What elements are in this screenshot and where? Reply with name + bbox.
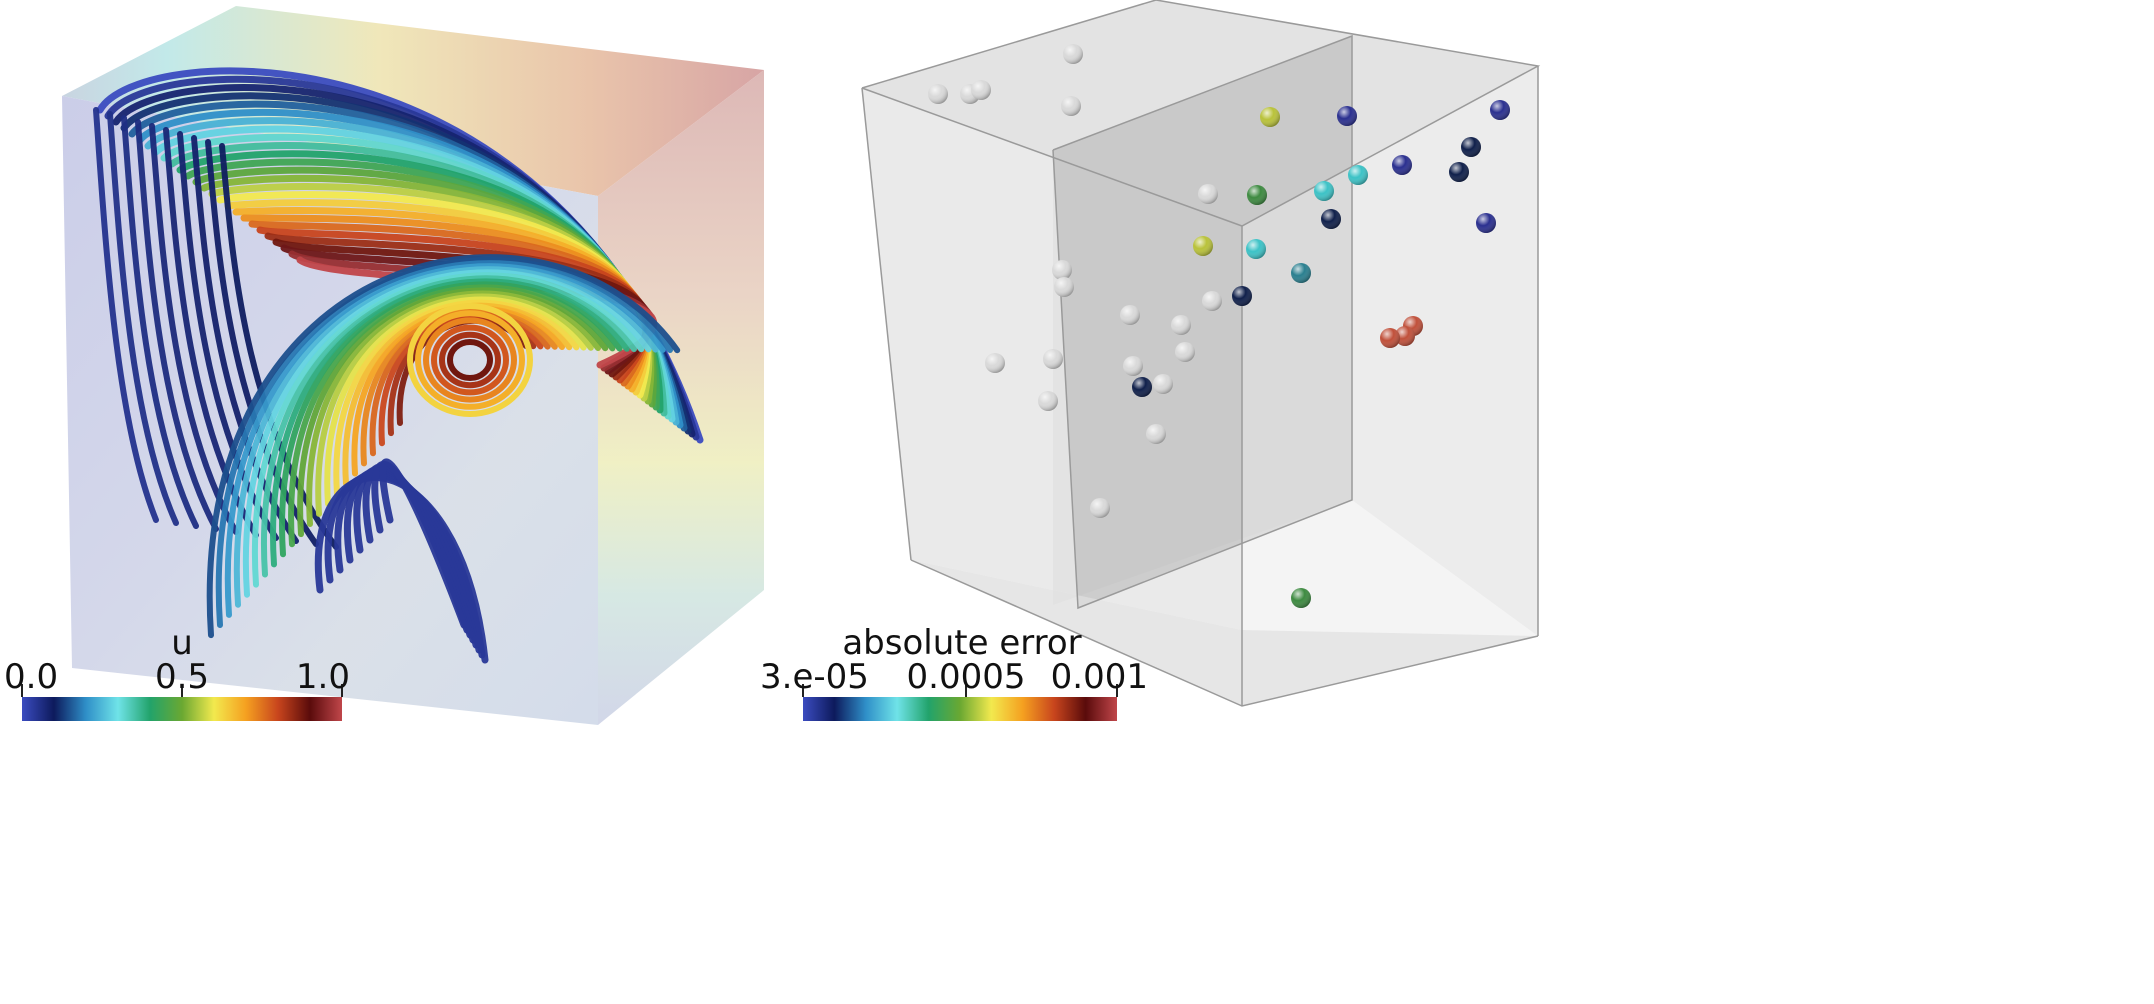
streamline-tube-blue (121, 115, 199, 529)
left-cube-top-face (62, 6, 764, 196)
streamline-tube-vortex (297, 284, 609, 538)
error-sphere (1449, 162, 1469, 182)
error-sphere (1202, 291, 1222, 311)
error-spheres (928, 44, 1510, 608)
error-sphere (1043, 349, 1063, 369)
colorbar-left-title: u (171, 623, 193, 663)
colorbar-right-title: absolute error (842, 623, 1082, 663)
streamline-tube-vortex (324, 293, 587, 507)
streamline-tube-blue (135, 119, 219, 532)
colorbar-left-tick-mid: 0.5 (154, 657, 210, 697)
error-sphere (1247, 185, 1267, 205)
streamline-tube-vortex (270, 275, 630, 568)
streamline-tube-core (431, 324, 509, 396)
error-sphere (1246, 239, 1266, 259)
colorbar-right-gradient (803, 697, 1117, 721)
error-sphere (1171, 315, 1191, 335)
error-sphere (1061, 96, 1081, 116)
streamline-tube-core (447, 339, 493, 381)
streamline-tube-blue (177, 131, 279, 541)
streamline-tube-vortex (288, 281, 616, 548)
colorbar-right-tick-min: 3.e-05 (760, 657, 869, 697)
left-cube (62, 6, 764, 725)
error-sphere (1314, 181, 1334, 201)
error-sphere (971, 80, 991, 100)
error-sphere (1291, 263, 1311, 283)
streamline-tube-vortex (306, 287, 601, 527)
colorbar-right-tick-mid: 0.0005 (906, 657, 1026, 697)
streamline-tube-vortex (224, 260, 666, 618)
streamline-tube-vortex (233, 263, 659, 608)
error-sphere (1337, 106, 1357, 126)
error-sphere (1146, 424, 1166, 444)
right-box-bottom-face (911, 560, 1538, 706)
error-sphere (1380, 328, 1400, 348)
streamline-tube-vortex (333, 296, 580, 497)
error-sphere (1175, 342, 1195, 362)
streamline-tube-vortex (260, 272, 637, 578)
error-sphere (1193, 236, 1213, 256)
streamline-tube-vortex (279, 278, 623, 558)
error-sphere (1123, 356, 1143, 376)
error-sphere (1090, 498, 1110, 518)
right-box (861, 0, 1541, 707)
streamline-tube-vortex (342, 299, 573, 487)
error-sphere (985, 353, 1005, 373)
error-sphere (1490, 100, 1510, 120)
streamline-tube-bottom (379, 458, 468, 629)
colorbar-right (802, 684, 1118, 721)
right-box-mid-plane (1053, 36, 1352, 608)
colorbar-left-tick-max: 1.0 (295, 657, 350, 697)
error-sphere (1476, 213, 1496, 233)
error-sphere (928, 84, 948, 104)
error-sphere (1198, 184, 1218, 204)
streamline-tube-core (415, 310, 525, 410)
error-sphere (1153, 374, 1173, 394)
error-sphere (1260, 107, 1280, 127)
colorbar-left-gradient (22, 697, 342, 721)
error-sphere (1392, 155, 1412, 175)
streamline-tube-blue (93, 107, 159, 523)
error-sphere (1291, 588, 1311, 608)
streamline-tube-core (439, 331, 501, 389)
error-sphere (1395, 326, 1415, 346)
streamline-tube-vortex (251, 269, 645, 588)
error-sphere (1054, 277, 1074, 297)
error-sphere (1461, 137, 1481, 157)
streamline-tube-vortex (215, 257, 673, 628)
colorbar-right-tick-max: 0.001 (1050, 657, 1148, 697)
streamline-tube-core (407, 303, 533, 417)
streamline-tube-vortex (315, 290, 594, 517)
error-sphere (1321, 209, 1341, 229)
error-sphere (1232, 286, 1252, 306)
streamline-tube-core (423, 317, 517, 403)
error-sphere (1038, 391, 1058, 411)
streamline-tube-vortex (242, 266, 652, 598)
error-sphere (1132, 377, 1152, 397)
error-sphere (1063, 44, 1083, 64)
colorbar-left-tick-min: 0.0 (4, 657, 59, 697)
streamline-tubes (93, 67, 704, 664)
colorbar-left (21, 684, 343, 721)
streamline-tube-blue (149, 123, 239, 535)
error-sphere (1120, 305, 1140, 325)
streamline-tube-blue (107, 111, 179, 526)
error-sphere (1348, 165, 1368, 185)
streamline-tube-vortex (206, 254, 681, 639)
error-sphere (1052, 260, 1072, 280)
right-box-right-face (1242, 66, 1538, 706)
